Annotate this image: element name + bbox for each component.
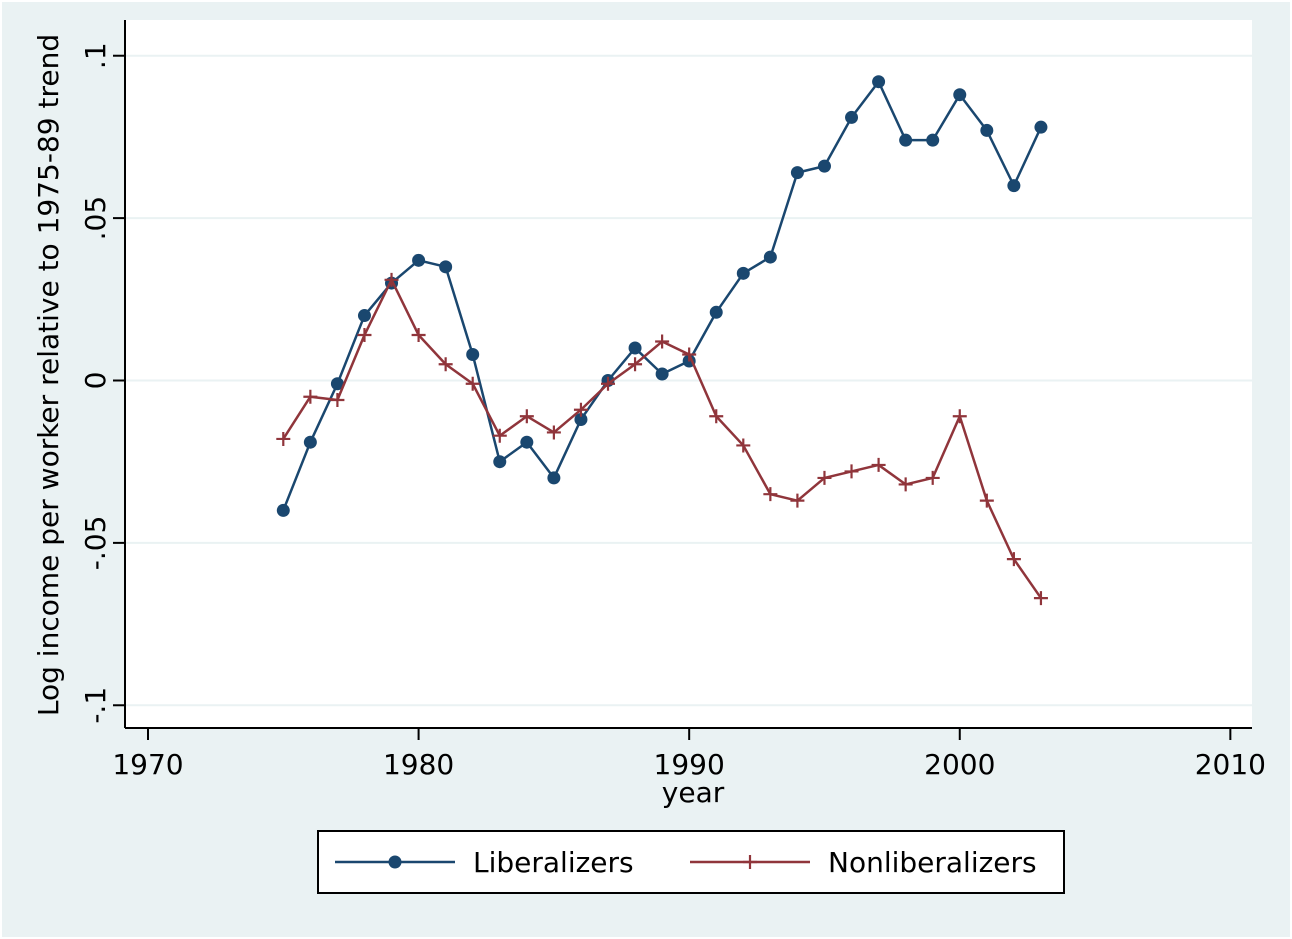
marker xyxy=(872,75,886,89)
marker xyxy=(520,435,534,449)
marker xyxy=(925,470,940,485)
marker xyxy=(845,110,859,124)
x-tick-label: 1990 xyxy=(654,748,725,781)
marker xyxy=(276,431,291,446)
marker xyxy=(953,88,967,102)
marker xyxy=(655,334,670,349)
y-axis-title: Log income per worker relative to 1975-8… xyxy=(32,34,65,716)
marker xyxy=(736,438,751,453)
marker xyxy=(817,159,831,173)
x-tick-label: 1980 xyxy=(383,748,454,781)
marker xyxy=(330,392,345,407)
marker xyxy=(412,253,426,267)
marker xyxy=(980,123,994,137)
marker xyxy=(952,409,967,424)
x-axis-title: year xyxy=(662,776,725,809)
x-tick-label: 2010 xyxy=(1195,748,1266,781)
marker xyxy=(388,855,402,869)
marker xyxy=(601,376,615,391)
marker xyxy=(573,402,588,417)
marks xyxy=(276,75,1048,606)
marker xyxy=(384,272,399,287)
marker xyxy=(303,389,318,404)
marker xyxy=(357,309,371,323)
legend-label: Liberalizers xyxy=(473,846,634,879)
marker xyxy=(547,471,561,485)
marker xyxy=(466,348,480,362)
marker xyxy=(743,855,757,869)
grid xyxy=(125,54,1252,707)
marker xyxy=(817,470,832,485)
marker xyxy=(844,464,859,479)
marker xyxy=(628,357,643,372)
marker xyxy=(898,477,913,492)
marker xyxy=(655,367,669,381)
marker xyxy=(709,409,724,424)
marker xyxy=(330,377,344,391)
marker xyxy=(682,347,697,362)
marker xyxy=(790,166,804,180)
marker xyxy=(574,412,588,426)
marker xyxy=(303,435,317,449)
marker xyxy=(736,266,750,280)
marker xyxy=(899,133,913,147)
marker xyxy=(871,457,886,472)
marker xyxy=(790,493,805,508)
marker xyxy=(1034,120,1048,134)
y-tick-label: -.05 xyxy=(79,516,112,571)
x-tick-label: 2000 xyxy=(924,748,995,781)
marker xyxy=(438,357,453,372)
marker xyxy=(1006,552,1021,567)
y-tick-label: .1 xyxy=(79,42,112,69)
marker xyxy=(411,328,426,343)
legend-items: Liberalizers Nonliberalizers xyxy=(335,846,1037,879)
marker xyxy=(763,250,777,264)
y-tick-label: .05 xyxy=(79,196,112,241)
marker xyxy=(493,455,507,469)
marker xyxy=(763,487,778,502)
x-tick-label: 1970 xyxy=(112,748,183,781)
legend-label: Nonliberalizers xyxy=(828,846,1037,879)
y-tick-label: -.1 xyxy=(79,687,112,724)
marker xyxy=(439,260,453,274)
marker xyxy=(276,503,290,517)
marker xyxy=(709,305,723,319)
marker xyxy=(492,428,507,443)
marker xyxy=(1007,179,1021,193)
y-tick-label: 0 xyxy=(79,372,112,390)
plot-area xyxy=(125,20,1252,728)
marker xyxy=(465,376,480,391)
marker xyxy=(357,328,372,343)
marker xyxy=(926,133,940,147)
marker xyxy=(628,341,642,355)
marker xyxy=(519,409,534,424)
marker xyxy=(546,425,561,440)
marker xyxy=(979,493,994,508)
marker xyxy=(1033,591,1048,606)
